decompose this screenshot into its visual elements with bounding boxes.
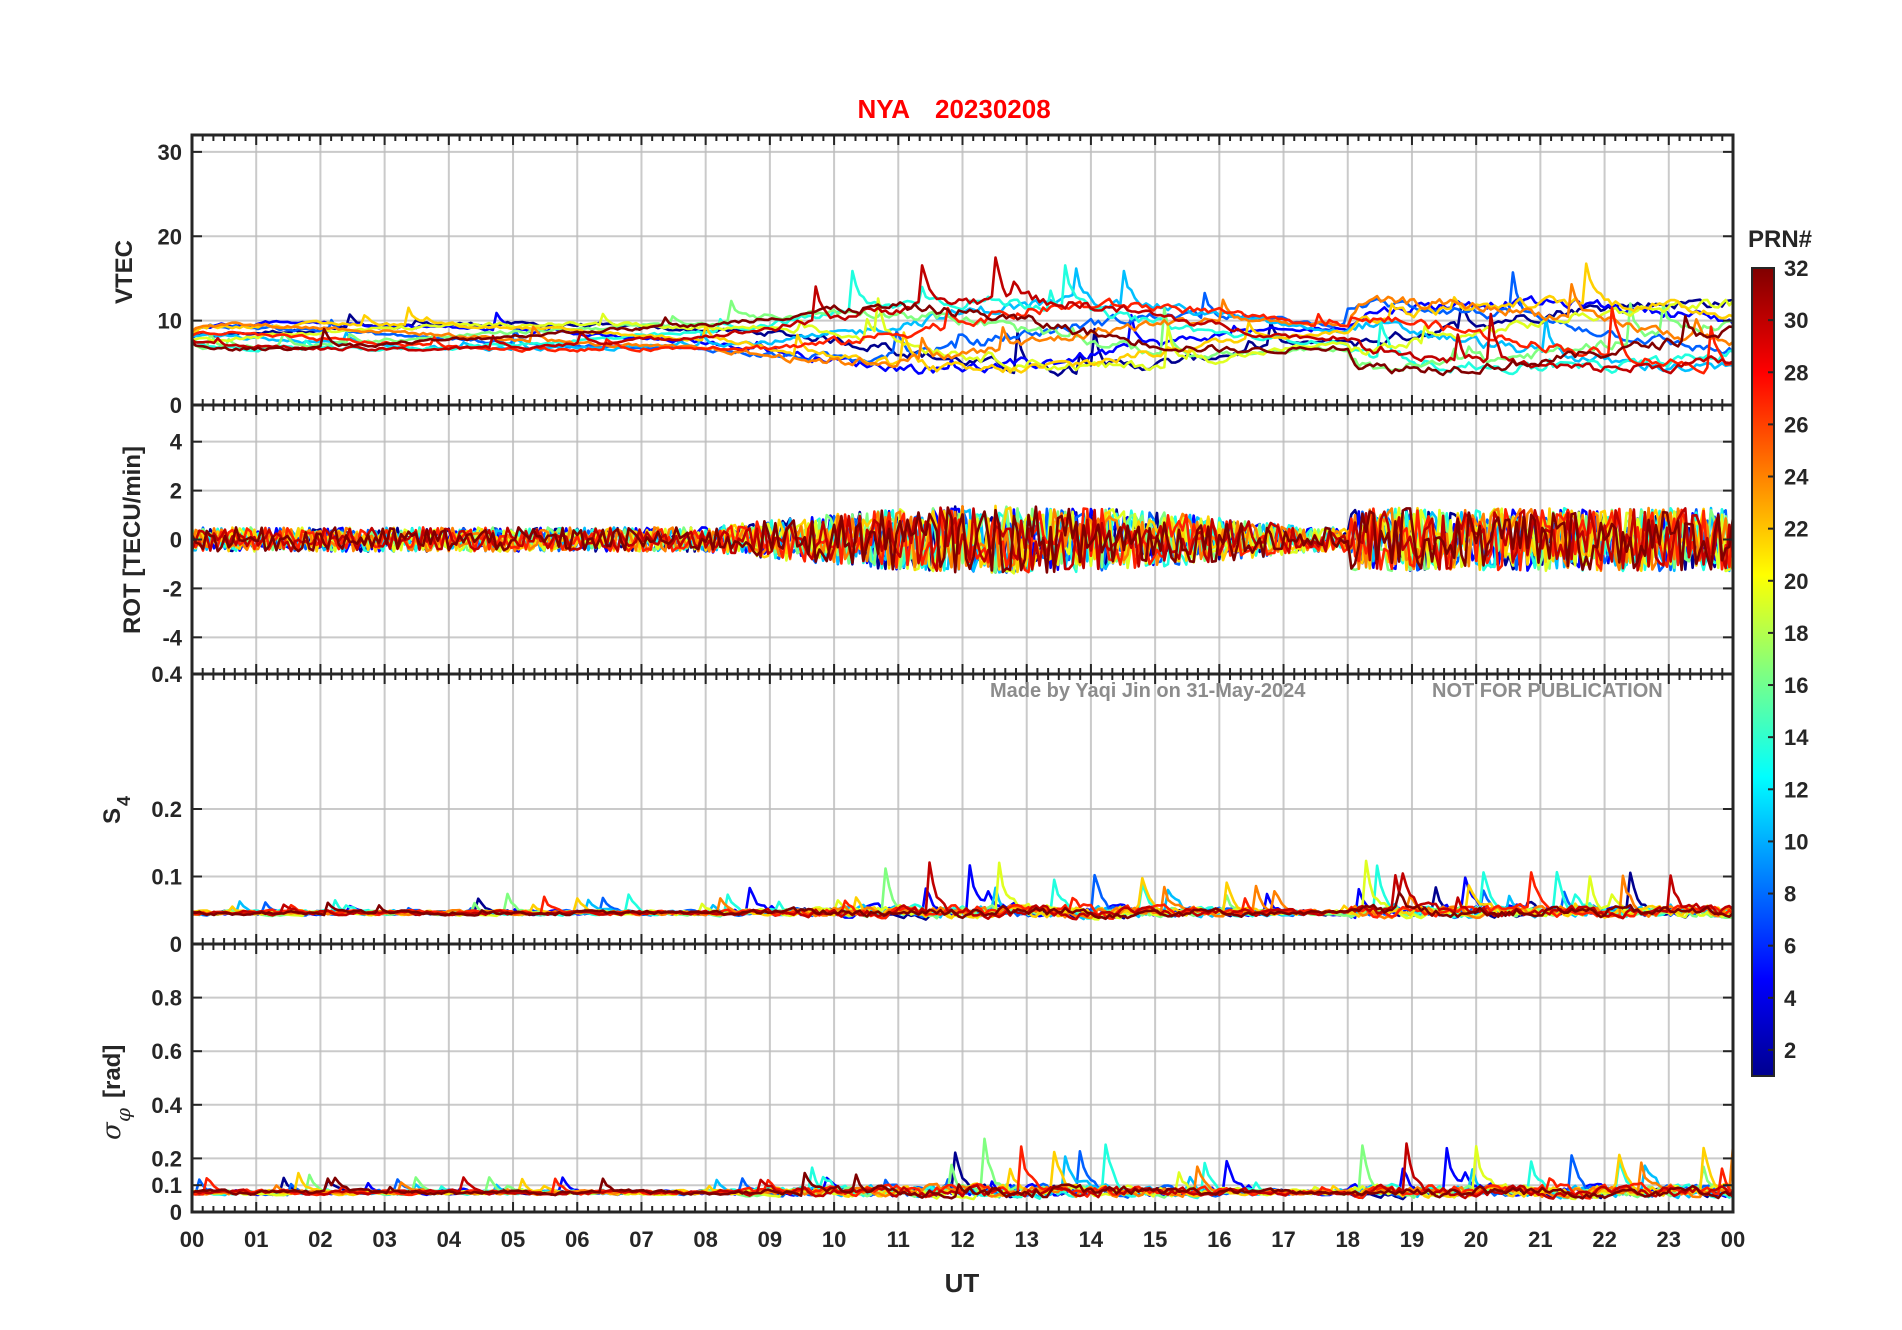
- rot-panel: -4 -2 0 2 4: [162, 403, 1735, 676]
- y-tick-label: 10: [158, 309, 182, 334]
- y-tick-label: 0: [170, 932, 182, 957]
- colorbar-tick-label: 12: [1784, 777, 1808, 802]
- watermark-author: Made by Yaqi Jin on 31-May-2024: [990, 680, 1306, 702]
- series-line: [192, 262, 1733, 374]
- y-tick-label: 0.4: [151, 662, 182, 687]
- y-tick-label: 0: [170, 1200, 182, 1225]
- x-tick-label: 05: [501, 1227, 525, 1252]
- chart-title-station: NYA: [857, 94, 910, 124]
- y-tick-label: 0.6: [151, 1039, 182, 1064]
- y-tick-label: 20: [158, 224, 182, 249]
- rot-ylabel: ROT [TECU/min]: [119, 446, 146, 634]
- x-tick-label: 21: [1528, 1227, 1552, 1252]
- x-tick-label: 19: [1400, 1227, 1424, 1252]
- colorbar-title: PRN#: [1748, 226, 1812, 253]
- colorbar-tick-label: 30: [1784, 308, 1808, 333]
- x-tick-label: 10: [822, 1227, 846, 1252]
- colorbar-tick-label: 14: [1784, 725, 1809, 750]
- watermark-notice: NOT FOR PUBLICATION: [1432, 680, 1663, 702]
- vtec-panel: 0 10 20 30: [158, 133, 1735, 418]
- x-tick-label: 07: [629, 1227, 653, 1252]
- x-tick-label: 12: [950, 1227, 974, 1252]
- x-tick-label: 15: [1143, 1227, 1167, 1252]
- x-tick-label: 16: [1207, 1227, 1231, 1252]
- series-line: [192, 301, 1733, 377]
- s4-ylabel: S 4: [99, 796, 134, 824]
- y-tick-label: 0.4: [151, 1093, 182, 1118]
- vtec-ylabel: VTEC: [111, 240, 138, 304]
- series-line: [192, 297, 1733, 375]
- x-tick-label: 01: [244, 1227, 268, 1252]
- x-tick-label: 03: [372, 1227, 396, 1252]
- colorbar: [1751, 267, 1775, 1077]
- colorbar-tick-label: 22: [1784, 517, 1808, 542]
- s4-ylabel-main: S: [99, 808, 126, 824]
- colorbar-tick-label: 4: [1784, 986, 1797, 1011]
- colorbar-tick-label: 16: [1784, 673, 1808, 698]
- x-tick-label: 00: [180, 1227, 204, 1252]
- x-tick-label: 20: [1464, 1227, 1488, 1252]
- x-tick-label: 00: [1721, 1227, 1745, 1252]
- x-tick-label: 08: [693, 1227, 717, 1252]
- colorbar-tick-label: 28: [1784, 360, 1808, 385]
- colorbar-tick-label: 32: [1784, 256, 1808, 281]
- sigma-ylabel-unit: [rad]: [99, 1045, 126, 1098]
- colorbar-tick-label: 8: [1784, 882, 1796, 907]
- y-tick-label: 30: [158, 140, 182, 165]
- x-tick-labels: 00 01 02 03 04 05 06 07 08 09 10 11 12 13 14 15 16 17 18 19…: [180, 1227, 1745, 1252]
- s4-ylabel-sub: 4: [114, 796, 134, 806]
- x-tick-label: 04: [437, 1227, 462, 1252]
- sigma-ylabel-sub: φ: [111, 1108, 135, 1122]
- series-line: [192, 283, 1733, 369]
- series-line: [192, 506, 1733, 572]
- series-line: [192, 891, 1733, 921]
- x-tick-label: 09: [758, 1227, 782, 1252]
- x-tick-label: 11: [887, 1227, 910, 1252]
- sigma-ylabel-sym: σ: [97, 1121, 127, 1140]
- y-tick-label: -2: [162, 576, 182, 601]
- y-tick-label: 0: [170, 393, 182, 418]
- sigma-phi-panel: 00.10.2 0.4 0.6 0.8: [151, 942, 1735, 1225]
- colorbar-tick-label: 26: [1784, 412, 1808, 437]
- y-tick-label: 0.2: [151, 1146, 182, 1171]
- y-tick-label: 0.8: [151, 986, 182, 1011]
- y-tick-label: 0.1: [151, 1173, 182, 1198]
- y-tick-label: 0.2: [151, 797, 182, 822]
- colorbar-tick-label: 10: [1784, 829, 1808, 854]
- x-tick-label: 18: [1336, 1227, 1360, 1252]
- colorbar-tick-label: 20: [1784, 569, 1808, 594]
- x-tick-label: 22: [1592, 1227, 1616, 1252]
- series-line: [192, 256, 1733, 375]
- colorbar-tick-label: 18: [1784, 621, 1808, 646]
- y-tick-label: -4: [162, 625, 182, 650]
- x-tick-label: 14: [1079, 1227, 1104, 1252]
- x-tick-label: 02: [308, 1227, 332, 1252]
- series-line: [192, 505, 1733, 574]
- x-tick-label: 23: [1657, 1227, 1681, 1252]
- series-line: [192, 1171, 1733, 1200]
- x-tick-label: 13: [1014, 1227, 1038, 1252]
- colorbar-tick-label: 24: [1784, 465, 1809, 490]
- colorbar-tick-label: 2: [1784, 1038, 1796, 1063]
- y-tick-label: 4: [170, 430, 183, 455]
- y-tick-label: 0: [170, 528, 182, 553]
- y-tick-label: 0.1: [151, 865, 182, 890]
- x-tick-label: 17: [1271, 1227, 1295, 1252]
- y-tick-label: 2: [170, 479, 182, 504]
- s4-panel: 0 0.1 0.2 0.4: [151, 662, 1735, 957]
- x-tick-label: 06: [565, 1227, 589, 1252]
- chart-title-date: 20230208: [935, 94, 1051, 124]
- x-axis-label: UT: [945, 1268, 980, 1298]
- sigma-phi-ylabel: σ φ [rad]: [97, 1045, 135, 1140]
- colorbar-tick-label: 6: [1784, 934, 1796, 959]
